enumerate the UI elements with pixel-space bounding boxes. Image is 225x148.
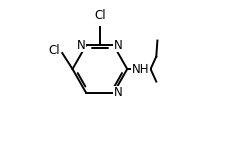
Text: Cl: Cl	[48, 44, 60, 57]
Text: N: N	[113, 86, 122, 99]
Text: N: N	[76, 39, 85, 52]
Text: Cl: Cl	[94, 9, 105, 22]
Text: NH: NH	[131, 63, 149, 75]
Text: N: N	[114, 39, 122, 52]
